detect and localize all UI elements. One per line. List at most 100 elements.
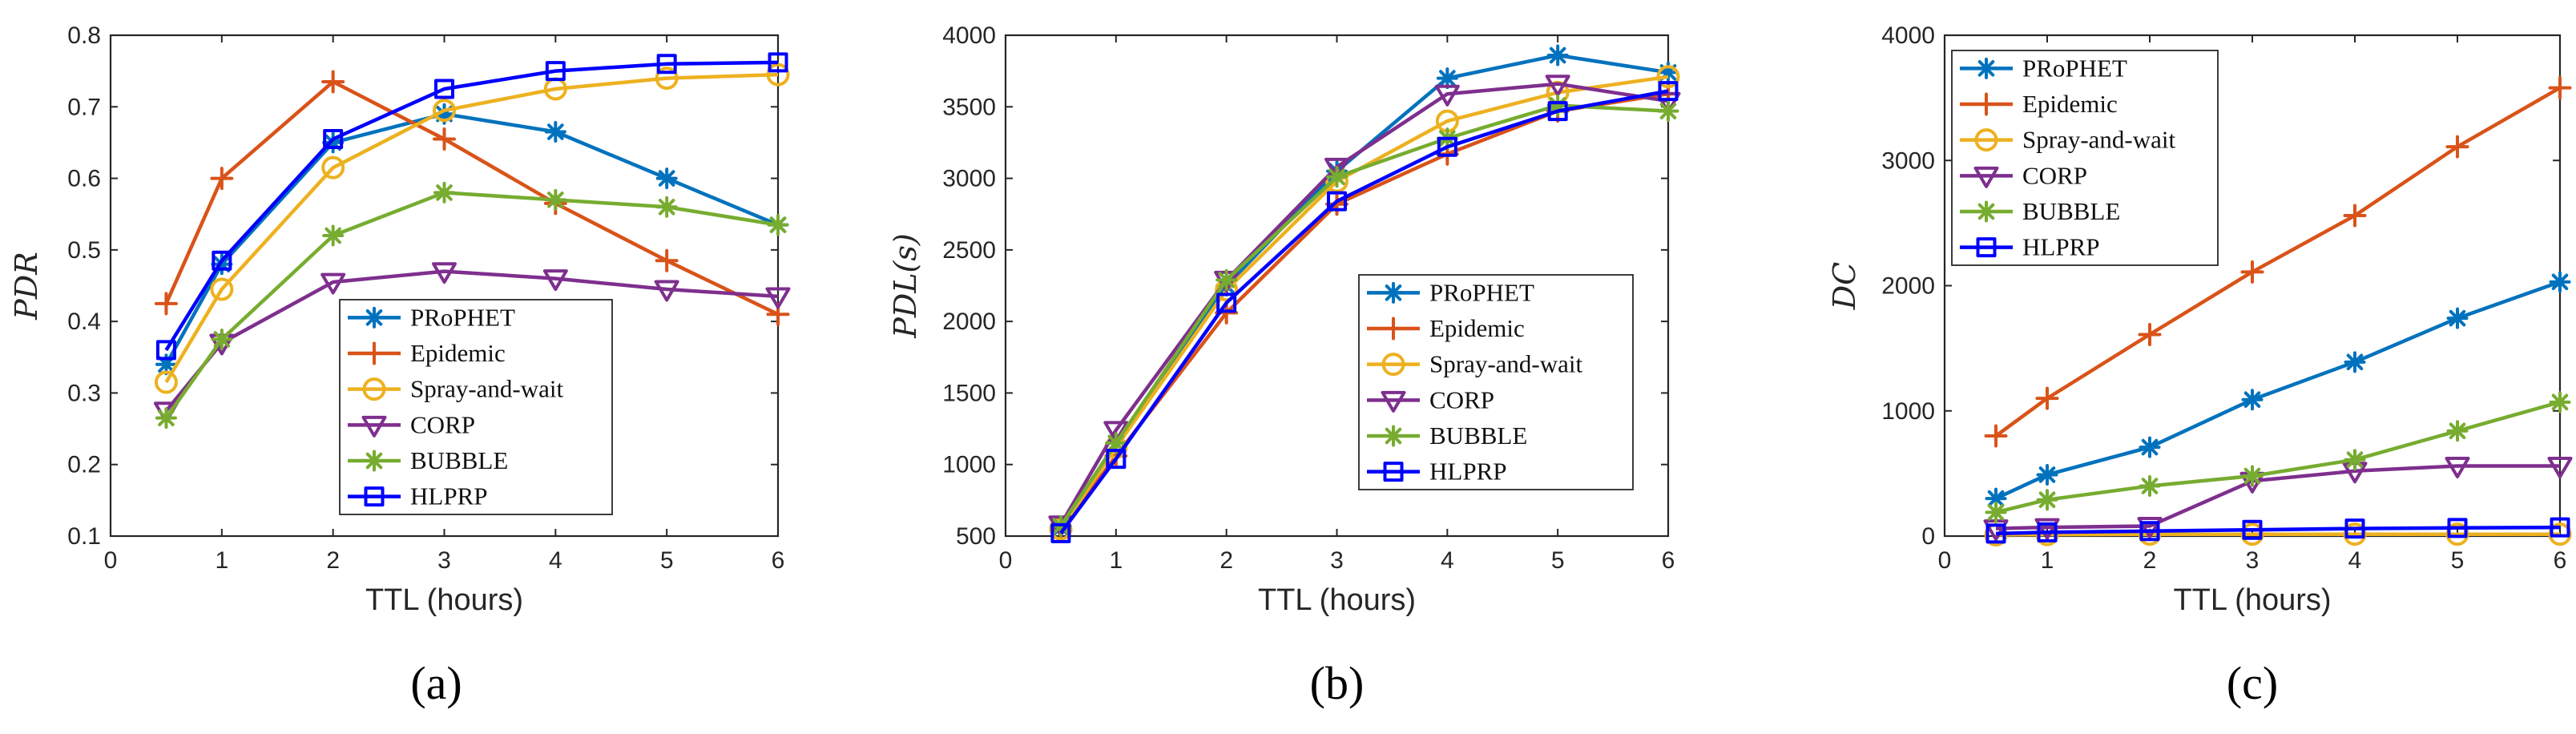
legend-label-bubble: BUBBLE <box>410 446 508 474</box>
data-point-hlprp <box>1216 292 1237 313</box>
legend-marker-bubble <box>363 450 385 472</box>
y-axis-label: DC <box>1827 262 1862 311</box>
y-tick-label: 1000 <box>1881 398 1935 425</box>
y-tick-label: 1500 <box>942 380 996 406</box>
data-point-bubble <box>2139 475 2161 497</box>
legend: PRoPHET Epidemic Spray-and-wait CORP BUBBLE H… <box>1358 274 1634 490</box>
legend-marker-prophet <box>1975 57 1998 79</box>
y-tick-label: 0.8 <box>67 22 101 49</box>
data-point-prophet <box>211 253 233 276</box>
legend-label-hlprp: HLPRP <box>2022 233 2099 261</box>
legend-label-prophet: PRoPHET <box>410 303 515 331</box>
data-point-prophet <box>2549 271 2571 293</box>
x-tick-label: 3 <box>1330 547 1344 574</box>
legend-marker-epidemic <box>362 341 386 365</box>
series-epidemic <box>154 70 790 326</box>
legend-marker-hlprp <box>364 486 385 507</box>
data-point-hlprp <box>434 79 454 99</box>
y-tick-label: 3000 <box>942 166 996 192</box>
series-line-spray-and-wait <box>164 72 779 384</box>
legend-label-spray-and-wait: Spray-and-wait <box>410 375 563 403</box>
x-tick-label: 3 <box>2246 547 2260 574</box>
x-axis-label: TTL (hours) <box>2173 583 2331 617</box>
legend-marker-bubble <box>1975 200 1998 223</box>
data-point-bubble <box>655 196 678 218</box>
data-point-hlprp <box>2139 521 2160 542</box>
legend-marker-hlprp <box>1976 237 1997 258</box>
data-point-corp <box>2547 457 2573 478</box>
legend-marker-prophet <box>363 306 385 329</box>
x-tick-label: 2 <box>1219 547 1233 574</box>
x-tick-label: 1 <box>215 547 228 574</box>
x-tick-label: 1 <box>1109 547 1123 574</box>
data-point-bubble <box>433 181 455 204</box>
data-point-corp <box>2137 517 2163 538</box>
data-point-prophet <box>544 121 566 143</box>
data-point-spray-and-wait <box>1656 65 1680 89</box>
data-point-bubble <box>1105 432 1127 454</box>
data-point-prophet <box>2139 436 2161 458</box>
x-tick-label: 0 <box>999 547 1013 574</box>
y-tick-label: 4000 <box>942 22 996 49</box>
legend-marker-corp <box>1381 390 1406 413</box>
data-point-corp <box>765 287 791 309</box>
legend-label-corp: CORP <box>2022 161 2087 189</box>
data-point-spray-and-wait <box>655 67 679 91</box>
x-tick-label: 0 <box>104 547 118 574</box>
legend-label-bubble: BUBBLE <box>2022 197 2120 225</box>
data-point-bubble <box>211 328 233 350</box>
data-point-prophet <box>1546 44 1569 67</box>
x-tick-label: 6 <box>772 547 785 574</box>
data-point-prophet <box>322 131 345 154</box>
legend-marker-spray-and-wait <box>362 377 386 401</box>
series-hlprp <box>155 52 788 361</box>
y-tick-label: 2000 <box>942 309 996 335</box>
x-tick-label: 6 <box>1662 547 1675 574</box>
data-point-hlprp <box>2037 522 2058 542</box>
x-tick-label: 5 <box>660 547 674 574</box>
data-point-bubble <box>2036 489 2058 511</box>
data-point-epidemic <box>655 248 679 272</box>
y-tick-label: 0.5 <box>67 237 101 264</box>
panel-caption: (c) <box>2227 657 2278 709</box>
data-point-spray-and-wait <box>766 63 790 87</box>
x-tick-label: 2 <box>2143 547 2157 574</box>
data-point-hlprp <box>1327 191 1347 212</box>
legend-label-bubble: BUBBLE <box>1429 421 1527 450</box>
data-point-hlprp <box>155 340 176 361</box>
legend-label-spray-and-wait: Spray-and-wait <box>2022 126 2175 154</box>
series-prophet <box>155 103 789 376</box>
data-point-prophet <box>433 103 455 125</box>
y-tick-label: 0.7 <box>67 94 101 120</box>
data-point-hlprp <box>2550 517 2570 538</box>
panel-c: 0 1 2 3 4 5 6 0 1000 2000 3000 4000 TTL (hours) DC PRo… <box>1827 22 2573 709</box>
data-point-hlprp <box>1050 522 1071 543</box>
data-point-prophet <box>1657 61 1679 83</box>
data-point-hlprp <box>1658 81 1679 102</box>
data-point-hlprp <box>545 61 566 82</box>
series-hlprp <box>1050 81 1679 543</box>
data-point-hlprp <box>768 52 788 73</box>
x-tick-label: 5 <box>2451 547 2465 574</box>
data-point-hlprp <box>1547 101 1568 122</box>
data-point-hlprp <box>212 250 232 271</box>
data-point-bubble <box>2446 420 2469 442</box>
x-tick-label: 4 <box>1441 547 1454 574</box>
x-tick-label: 6 <box>2554 547 2567 574</box>
data-point-corp <box>1655 91 1681 114</box>
legend-label-corp: CORP <box>410 410 475 438</box>
legend: PRoPHET Epidemic Spray-and-wait CORP BUBBLE H… <box>1951 50 2219 266</box>
legend-label-epidemic: Epidemic <box>410 339 506 367</box>
legend-marker-epidemic <box>1974 92 1998 116</box>
data-point-corp <box>1324 157 1349 179</box>
x-tick-label: 1 <box>2041 547 2054 574</box>
data-point-corp <box>2445 457 2470 478</box>
legend-label-spray-and-wait: Spray-and-wait <box>1429 350 1582 378</box>
legend-marker-prophet <box>1382 281 1405 304</box>
data-point-spray-and-wait <box>154 370 178 394</box>
legend-label-prophet: PRoPHET <box>1429 278 1534 306</box>
data-point-spray-and-wait <box>433 99 456 123</box>
data-point-hlprp <box>2447 518 2468 538</box>
y-tick-label: 3000 <box>1881 147 1935 174</box>
data-point-prophet <box>2036 463 2058 486</box>
